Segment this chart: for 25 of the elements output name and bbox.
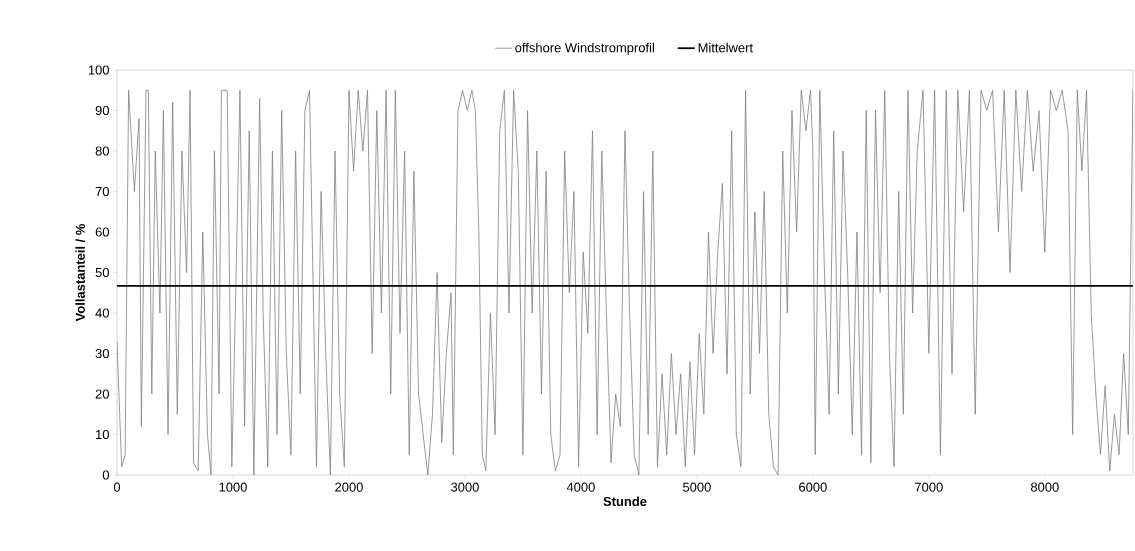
y-tick-label: 40 <box>95 308 109 318</box>
y-tick-label: 70 <box>95 186 109 197</box>
x-tick-label: 3000 <box>451 482 479 492</box>
x-tick-label: 6000 <box>799 482 827 492</box>
y-tick-label: 60 <box>95 227 109 237</box>
line-series <box>117 89 1133 476</box>
y-axis-title: Vollastanteil / % <box>75 224 86 322</box>
y-tick-label: 50 <box>95 267 109 278</box>
y-tick-label: 100 <box>88 65 109 75</box>
y-tick-label: 10 <box>96 429 109 440</box>
y-tick-label: 90 <box>95 105 109 116</box>
y-tick-label: 30 <box>95 348 109 359</box>
y-tick-label: 0 <box>102 470 109 480</box>
y-tick-label: 20 <box>95 389 109 399</box>
x-axis-title: Stunde <box>603 496 647 507</box>
x-tick-label: 1000 <box>219 482 247 492</box>
x-tick-label: 0 <box>113 482 121 492</box>
x-tick-label: 5000 <box>682 482 711 492</box>
x-tick-label: 2000 <box>335 482 363 492</box>
y-tick-label: 80 <box>95 146 109 156</box>
x-tick-label: 8000 <box>1030 482 1059 492</box>
x-tick-label: 4000 <box>566 482 595 492</box>
legend-label: offshore Windstromprofil <box>515 42 654 55</box>
legend-label: Mittelwert <box>698 42 753 53</box>
x-tick-label: 7000 <box>915 482 943 492</box>
